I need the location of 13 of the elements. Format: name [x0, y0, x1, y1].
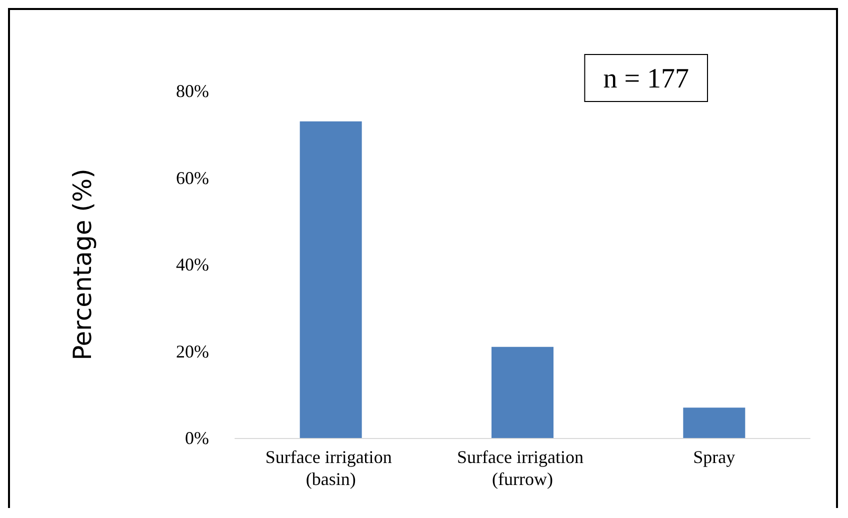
- y-tick-label: 60%: [176, 168, 209, 188]
- bar: [492, 346, 554, 438]
- x-tick-label: Spray: [693, 447, 736, 467]
- y-tick-label: 20%: [176, 341, 209, 362]
- x-tick-label: Surface irrigation (basin): [265, 447, 396, 489]
- y-axis-title: Percentage (%): [68, 168, 97, 360]
- x-tick-label: Surface irrigation (furrow): [457, 447, 588, 489]
- bar: [300, 121, 362, 438]
- annotation: n = 177: [603, 64, 690, 94]
- y-tick-label: 0%: [185, 428, 209, 448]
- y-tick-label: 40%: [176, 254, 209, 274]
- y-tick-label: 80%: [176, 81, 209, 101]
- bar: [683, 408, 746, 438]
